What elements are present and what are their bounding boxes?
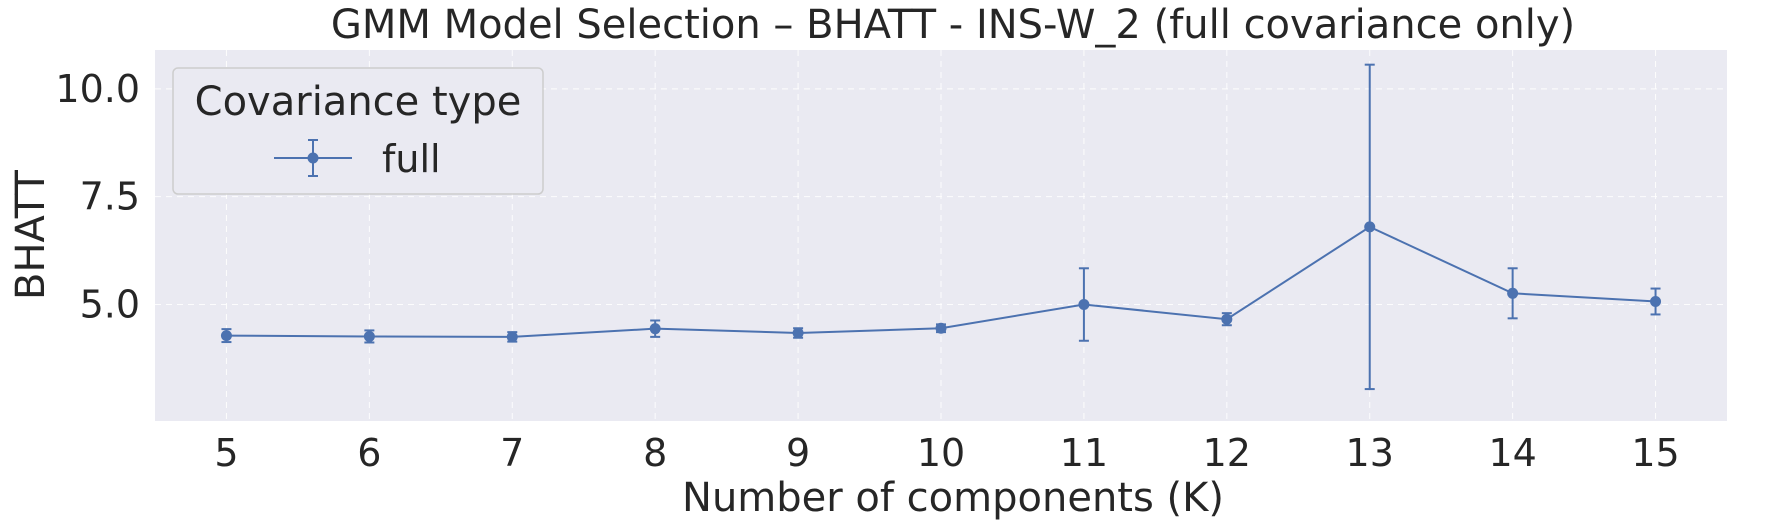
- legend-title: Covariance type: [195, 79, 522, 125]
- x-axis-title: Number of components (K): [682, 475, 1224, 521]
- chart-title: GMM Model Selection – BHATT - INS-W_2 (f…: [331, 2, 1575, 48]
- y-tick-label: 10.0: [55, 67, 140, 111]
- y-axis: 5.0 7.5 10.0: [55, 67, 140, 327]
- x-tick-label: 8: [643, 431, 667, 475]
- legend-box: [172, 67, 544, 195]
- x-tick-label: 9: [786, 431, 810, 475]
- data-point: [363, 330, 375, 342]
- x-tick-label: 6: [357, 431, 381, 475]
- data-point: [649, 323, 661, 335]
- series-layer: [220, 63, 1662, 391]
- data-point: [1650, 296, 1662, 308]
- x-tick-label: 13: [1346, 431, 1394, 475]
- data-point: [792, 327, 804, 339]
- data-point: [935, 322, 947, 334]
- data-point: [1507, 287, 1519, 299]
- x-tick-label: 7: [500, 431, 524, 475]
- data-point: [1078, 299, 1090, 311]
- data-point: [1221, 313, 1233, 325]
- legend-marker: [274, 139, 352, 177]
- x-tick-label: 11: [1060, 431, 1108, 475]
- x-tick-label: 15: [1631, 431, 1679, 475]
- y-axis-title: BHATT: [8, 169, 54, 300]
- x-axis: 5 6 7 8 9 10 11 12 13 14 15: [214, 431, 1679, 475]
- x-tick-label: 5: [214, 431, 238, 475]
- legend: Covariance type full: [172, 67, 544, 195]
- data-point: [506, 331, 518, 343]
- x-tick-label: 10: [917, 431, 965, 475]
- y-tick-label: 7.5: [80, 175, 140, 219]
- legend-label: full: [382, 137, 441, 181]
- x-tick-label: 14: [1488, 431, 1536, 475]
- grid: [155, 50, 1727, 421]
- data-point: [220, 330, 232, 342]
- x-tick-label: 12: [1203, 431, 1251, 475]
- data-point: [1364, 221, 1376, 233]
- y-tick-label: 5.0: [80, 283, 140, 327]
